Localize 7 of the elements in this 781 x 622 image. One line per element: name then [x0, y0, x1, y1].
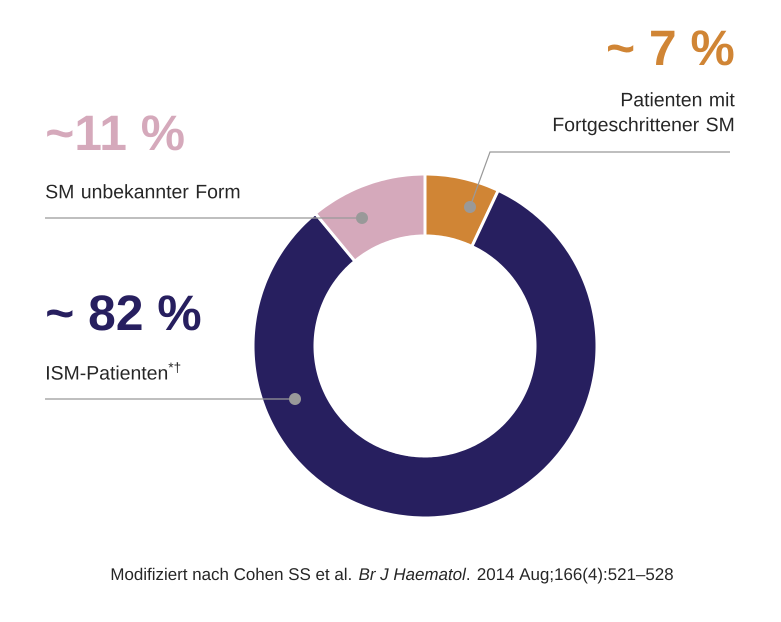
- slice-label: Patienten mit Fortgeschrittener SM: [554, 92, 735, 136]
- text: Modifiziert nach Cohen SS et al. Br J Haematol. 2014 Aug;166(4):521–528: [112, 568, 673, 584]
- slice-label: ISM-Patienten$^{*†}$: [47, 362, 180, 380]
- data-label: ~ 7 %: [608, 30, 734, 66]
- slice-label: SM unbekannter Form: [46, 184, 240, 198]
- data-label: ~11 %: [47, 115, 184, 150]
- data-label: ~ 82 %: [47, 295, 200, 330]
